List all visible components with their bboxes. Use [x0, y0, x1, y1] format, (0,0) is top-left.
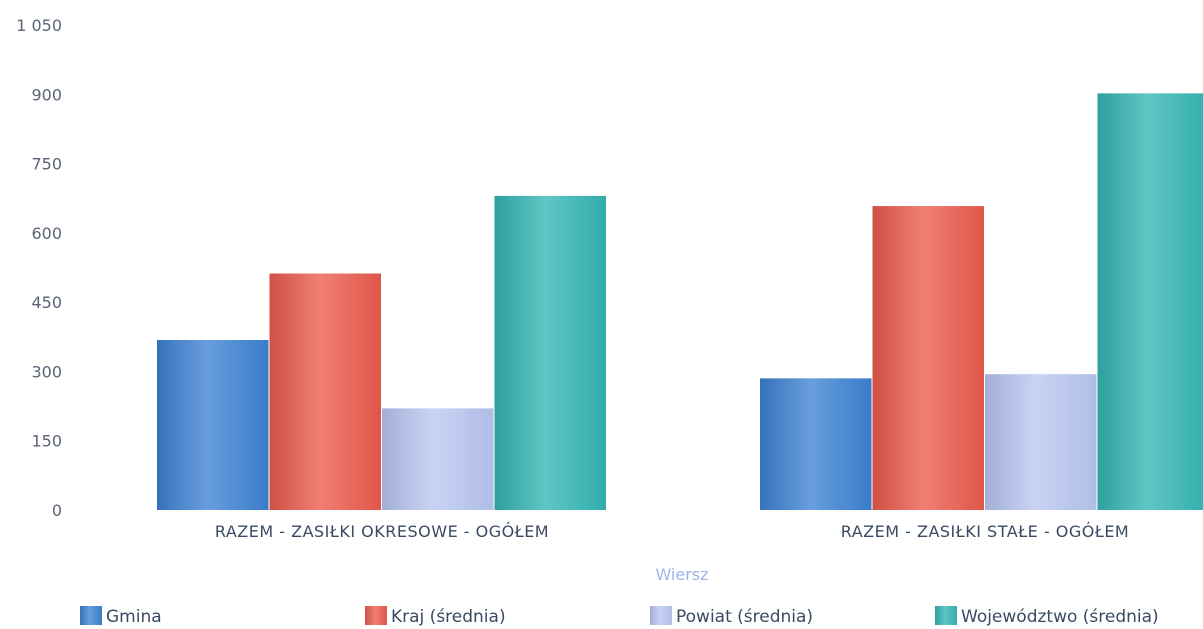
y-tick-label: 150: [31, 432, 62, 451]
x-category-label: RAZEM - ZASIŁKI OKRESOWE - OGÓŁEM: [215, 522, 549, 541]
legend: Gmina Kraj (średnia) Powiat (średnia) Wojew…: [80, 606, 1159, 627]
bar-1-1[interactable]: [872, 206, 985, 511]
legend-swatch: [650, 606, 672, 625]
legend-label: Kraj (średnia): [391, 607, 506, 627]
bar-1-0[interactable]: [269, 273, 382, 510]
legend-item[interactable]: Województwo (średnia): [935, 606, 1159, 627]
y-tick-label: 450: [31, 293, 62, 312]
y-tick-label: 300: [31, 362, 62, 381]
legend-label: Województwo (średnia): [961, 607, 1159, 627]
legend-item[interactable]: Powiat (średnia): [650, 606, 813, 627]
x-axis-categories: RAZEM - ZASIŁKI OKRESOWE - OGÓŁEM RAZEM -…: [215, 522, 1129, 541]
x-axis-label: Wiersz: [655, 565, 708, 584]
y-axis: 0 150 300 450 600 750 900 1 050: [16, 16, 62, 520]
legend-swatch: [80, 606, 102, 625]
bar-2-1[interactable]: [985, 374, 1097, 510]
legend-label: Powiat (średnia): [676, 607, 813, 627]
y-tick-label: 900: [31, 85, 62, 104]
legend-item[interactable]: Kraj (średnia): [365, 606, 506, 627]
y-tick-label: 0: [52, 501, 62, 520]
y-tick-label: 750: [31, 155, 62, 174]
y-tick-label: 1 050: [16, 16, 62, 35]
bar-3-1[interactable]: [1097, 93, 1203, 510]
bar-2-0[interactable]: [382, 408, 494, 510]
legend-label: Gmina: [106, 607, 162, 627]
bars: [157, 93, 1203, 511]
legend-swatch: [935, 606, 957, 625]
bar-0-1[interactable]: [760, 378, 872, 510]
x-category-label: RAZEM - ZASIŁKI STAŁE - OGÓŁEM: [841, 522, 1129, 541]
y-tick-label: 600: [31, 224, 62, 243]
bar-0-0[interactable]: [157, 340, 269, 510]
bar-3-0[interactable]: [494, 195, 607, 510]
legend-item[interactable]: Gmina: [80, 606, 162, 627]
legend-swatch: [365, 606, 387, 625]
